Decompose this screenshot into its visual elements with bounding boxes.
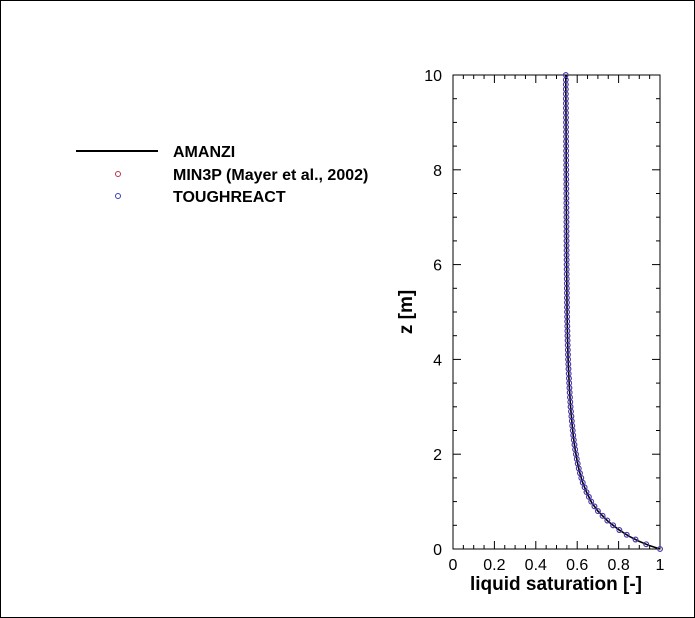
x-axis-title: liquid saturation [-] [470,574,642,595]
series-layer [562,72,663,552]
data-point-toughreact [591,503,598,510]
legend: AMANZI MIN3P (Mayer et al., 2002) TOUGHR… [76,144,368,206]
x-tick-label: 0.6 [566,557,588,574]
y-tick-label: 2 [433,447,442,464]
y-tick-label: 4 [433,352,442,369]
legend-label-min3p: MIN3P (Mayer et al., 2002) [173,167,368,184]
data-point-toughreact [632,536,639,543]
data-point-toughreact [583,489,590,496]
y-tick-label: 6 [433,258,442,275]
y-axis-title: z [m] [396,290,417,334]
legend-label-toughreact: TOUGHREACT [173,189,286,206]
y-tick-label: 8 [433,163,442,180]
data-point-toughreact [585,493,592,500]
data-point-toughreact [595,508,601,514]
legend-marker-min3p [115,171,121,177]
series-line-amanzi [565,75,661,550]
x-tick-label: 0.8 [607,557,629,574]
legend-label-amanzi: AMANZI [173,144,235,161]
legend-marker-toughreact [115,193,121,199]
data-point-toughreact [604,517,611,524]
plot-area [452,74,661,550]
y-tick-label: 0 [433,542,442,559]
x-tick-label: 0.2 [483,557,505,574]
data-point-toughreact [599,512,606,519]
data-point-toughreact [616,527,623,533]
data-point-toughreact [562,72,569,78]
y-tick-label: 10 [424,68,442,85]
x-tick-label: 0.4 [525,557,547,574]
data-point-toughreact [610,522,617,529]
x-tick-label: 0 [449,557,458,574]
x-tick-label: 1 [656,557,665,574]
data-point-toughreact [623,531,630,538]
data-point-toughreact [581,484,588,491]
data-point-toughreact [657,546,663,552]
data-point-toughreact [643,541,650,548]
data-point-toughreact [588,498,595,505]
